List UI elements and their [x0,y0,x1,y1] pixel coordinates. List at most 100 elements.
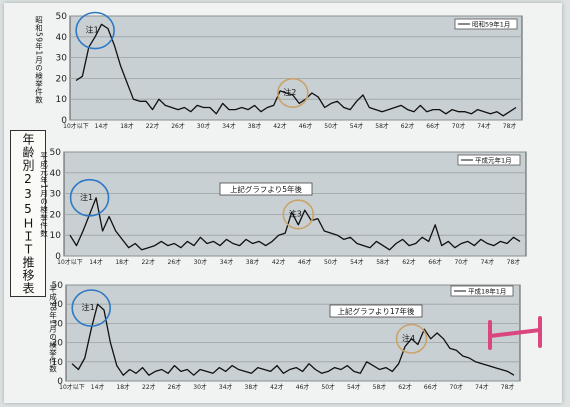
annotation-circle [69,178,110,217]
x-tick-label: 14才 [95,122,109,130]
x-tick-label: 62才 [398,383,412,391]
x-tick-label: 50才 [321,383,335,391]
legend-box [450,285,514,297]
series-line [71,303,515,376]
pink-marker-mark [488,316,542,350]
y-tick-label: 30 [50,190,62,200]
annotation-label: 注3 [289,208,302,218]
x-tick-label: 26才 [168,258,182,266]
x-tick-label: 58才 [376,258,390,266]
annotation-label: 注4 [402,333,415,343]
x-tick-label: 62才 [402,258,416,266]
y-tick-label: 20 [50,210,62,220]
x-tick-label: 10才以下 [63,122,89,130]
chart-note: 上記グラフより17年後 [338,306,415,316]
x-tick-label: 46才 [296,383,310,391]
chart-panel-1: 0 10 20 30 40 50 昭和59年1月の検挙件数 10才以下 14才 18才 22才 26才… [34,11,523,130]
x-tick-label: 46才 [299,122,313,130]
y-tick-label: 40 [52,300,64,310]
x-tick-label: 14才 [91,383,105,391]
y-tick-label: 10 [56,95,68,105]
x-tick-label: 10才以下 [57,258,83,266]
y-axis-label: 平成元年1月の検挙件数 [39,152,48,238]
y-tick-label: 50 [56,12,68,22]
x-tick-label: 54才 [347,383,361,391]
y-tick-label: 0 [55,252,61,262]
y-tick-label: 50 [52,281,64,291]
x-tick-label: 78才 [503,122,517,130]
x-tick-label: 22才 [146,122,160,130]
annotation-circle [71,289,112,327]
x-tick-label: 14才 [89,258,103,266]
x-tick-label: 38才 [245,383,259,391]
x-tick-label: 18才 [115,258,129,266]
x-tick-label: 18才 [120,122,134,130]
x-tick-label: 34才 [219,383,233,391]
x-tick-label: 78才 [507,258,521,266]
x-tick-label: 74才 [477,122,491,130]
y-tick-label: 40 [50,169,62,179]
x-tick-label: 30才 [197,122,211,130]
x-tick-label: 58才 [373,383,387,391]
x-tick-label: 10才以下 [59,383,85,391]
x-tick-label: 50才 [324,258,338,266]
x-tick-label: 70才 [450,383,464,391]
x-tick-label: 42才 [272,258,286,266]
annotation-circle [395,323,428,354]
y-tick-label: 20 [56,74,68,84]
x-tick-label: 26才 [168,383,182,391]
x-tick-label: 62才 [401,122,415,130]
x-tick-label: 38才 [248,122,262,130]
y-tick-label: 30 [52,319,64,329]
y-axis-label: 平成18年1月の検挙件数 [48,285,57,374]
plot-area [65,284,521,382]
y-tick-label: 30 [56,54,68,64]
note-box [219,182,313,196]
x-tick-label: 34才 [222,122,236,130]
chart-note: 上記グラフより5年後 [230,184,303,194]
legend-box [454,18,518,30]
x-tick-label: 54才 [350,258,364,266]
y-tick-label: 40 [56,33,68,43]
x-tick-label: 42才 [273,122,287,130]
x-tick-label: 26才 [171,122,185,130]
x-tick-label: 78才 [501,383,515,391]
y-tick-label: 10 [52,358,64,368]
series-line [75,23,517,117]
x-tick-label: 66才 [426,122,440,130]
annotation-circle [75,11,115,50]
x-tick-label: 66才 [428,258,442,266]
y-tick-label: 20 [52,339,64,349]
x-tick-label: 54才 [350,122,364,130]
x-tick-label: 66才 [424,383,438,391]
legend-label: 平成元年1月 [475,156,512,165]
plot-area [69,15,523,121]
annotation-circle [277,77,309,109]
x-tick-label: 38才 [246,258,260,266]
series-line [69,197,521,251]
x-tick-label: 74才 [481,258,495,266]
plot-area [63,151,527,257]
y-tick-label: 50 [50,148,62,158]
x-tick-label: 50才 [324,122,338,130]
y-tick-label: 10 [50,231,62,241]
y-axis-label: 昭和59年1月の検挙件数 [34,16,43,105]
side-title: 年齢別235ＨＩＴ推移表 [10,130,46,297]
x-tick-label: 22才 [142,383,156,391]
x-tick-label: 74才 [475,383,489,391]
annotation-circle [282,199,315,230]
y-tick-label: 0 [61,116,67,126]
annotation-label: 注1 [82,302,95,312]
x-tick-label: 70才 [454,258,468,266]
x-tick-label: 46才 [298,258,312,266]
annotation-label: 注1 [86,25,99,35]
y-tick-label: 0 [57,377,63,387]
x-tick-label: 30才 [193,383,207,391]
x-tick-label: 30才 [194,258,208,266]
annotation-label: 注1 [80,192,93,202]
x-tick-label: 18才 [116,383,130,391]
legend-label: 平成18年1月 [468,287,506,296]
